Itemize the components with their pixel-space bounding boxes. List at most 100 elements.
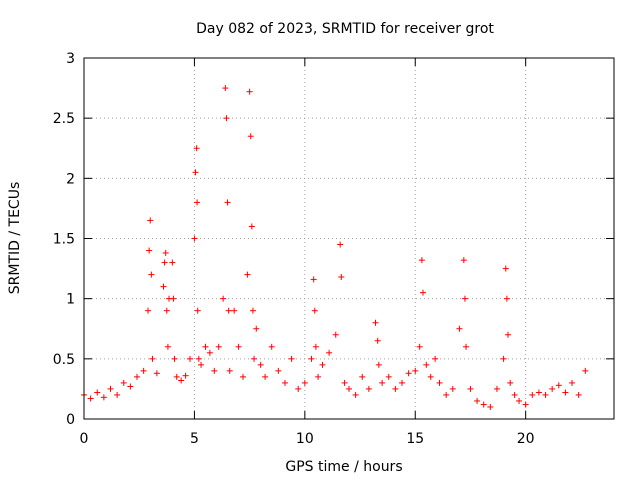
data-point <box>170 295 177 302</box>
data-point <box>432 355 439 362</box>
data-point <box>235 343 242 350</box>
data-point <box>100 394 107 401</box>
data-point <box>206 349 213 356</box>
y-tick-label: 1 <box>66 292 75 308</box>
data-point <box>257 361 264 368</box>
data-point <box>226 367 233 374</box>
data-point <box>522 401 529 408</box>
data-point <box>220 295 227 302</box>
data-point <box>114 391 121 398</box>
data-point <box>359 373 366 380</box>
data-point <box>198 361 205 368</box>
data-point <box>385 373 392 380</box>
data-point <box>487 403 494 410</box>
data-point <box>308 355 315 362</box>
data-point <box>500 355 507 362</box>
data-points <box>81 85 589 410</box>
y-tick-label: 3 <box>66 51 75 67</box>
data-point <box>194 199 201 206</box>
data-point <box>399 379 405 386</box>
data-point <box>575 391 582 398</box>
data-point <box>94 389 101 396</box>
data-point <box>246 88 253 95</box>
data-point <box>315 373 322 380</box>
data-point <box>163 307 170 314</box>
data-point <box>332 331 339 338</box>
data-point <box>310 276 317 283</box>
data-point <box>191 235 198 242</box>
data-point <box>127 383 134 390</box>
data-point <box>375 361 382 368</box>
data-point <box>134 373 140 380</box>
data-point <box>240 373 246 380</box>
data-point <box>248 223 255 230</box>
data-point <box>222 85 229 92</box>
data-point <box>346 385 352 392</box>
data-point <box>507 379 514 386</box>
y-tick-label: 2.5 <box>53 111 75 127</box>
data-point <box>549 385 556 392</box>
data-point <box>460 257 467 264</box>
data-point <box>244 271 251 278</box>
data-point <box>352 391 359 398</box>
x-tick-label: 0 <box>80 431 89 447</box>
data-point <box>211 367 218 374</box>
data-point <box>503 295 510 302</box>
data-point <box>192 169 199 176</box>
data-point <box>187 355 193 362</box>
data-point <box>427 373 434 380</box>
data-point <box>337 241 344 248</box>
data-point <box>223 115 230 122</box>
data-point <box>502 265 509 272</box>
data-point <box>202 343 209 350</box>
data-point <box>542 391 549 398</box>
data-point <box>120 379 127 386</box>
data-point <box>146 247 153 254</box>
data-point <box>301 379 308 386</box>
data-point <box>87 395 94 402</box>
data-point <box>341 379 348 386</box>
x-tick-label: 5 <box>190 431 199 447</box>
data-point <box>516 397 523 404</box>
data-point <box>416 343 423 350</box>
data-point <box>140 367 147 374</box>
data-point <box>338 274 345 281</box>
y-tick-label: 2 <box>66 171 75 187</box>
data-point <box>268 343 275 350</box>
data-point <box>405 370 412 377</box>
data-point <box>436 379 443 386</box>
data-point <box>535 389 542 396</box>
data-point <box>555 382 562 389</box>
data-point <box>365 385 372 392</box>
data-point <box>161 259 168 266</box>
grid-lines <box>84 58 614 419</box>
x-tick-label: 15 <box>406 431 424 447</box>
data-point <box>418 257 425 264</box>
data-point <box>281 379 288 386</box>
data-point <box>419 289 426 296</box>
x-tick-label: 10 <box>296 431 314 447</box>
data-point <box>326 349 333 356</box>
data-point <box>449 385 456 392</box>
data-point <box>505 331 511 338</box>
axis-ticks: 0 0.5 1 1.5 2 2.5 3 0 5 10 15 20 <box>53 51 614 447</box>
data-point <box>463 343 470 350</box>
data-point <box>149 355 156 362</box>
data-point <box>225 307 232 314</box>
data-point <box>173 373 180 380</box>
data-point <box>182 372 189 379</box>
data-point <box>312 343 319 350</box>
data-point <box>160 283 167 290</box>
x-axis-label: GPS time / hours <box>285 459 402 475</box>
x-tick-label: 20 <box>517 431 535 447</box>
data-point <box>231 307 238 314</box>
y-tick-label: 0 <box>66 412 75 428</box>
data-point <box>412 367 419 374</box>
data-point <box>147 217 154 224</box>
data-point <box>392 385 399 392</box>
data-point <box>153 370 160 377</box>
data-point <box>295 385 302 392</box>
data-point <box>215 343 222 350</box>
data-point <box>311 307 318 314</box>
